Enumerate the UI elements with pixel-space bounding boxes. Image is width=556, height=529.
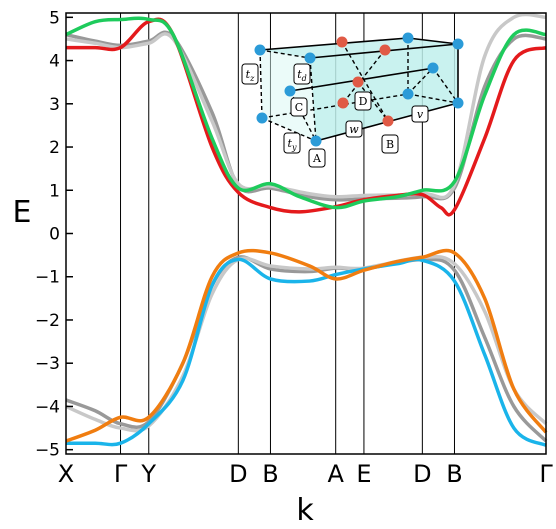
- lattice-node-red: [379, 44, 391, 56]
- k-point-label: Y: [140, 460, 156, 488]
- band-line-3: [65, 16, 547, 210]
- band-line-6: [65, 257, 547, 447]
- lattice-node-blue: [256, 112, 268, 124]
- y-tick-label: 2: [49, 138, 60, 158]
- y-tick-label: −4: [35, 397, 60, 417]
- y-axis-ticks: 5 4 3 2 1 0 −1 −2 −3 −4 −5: [35, 8, 73, 461]
- k-point-label: Γ: [539, 460, 553, 488]
- y-tick-label: 0: [49, 225, 60, 245]
- inset-label-w: w: [349, 123, 359, 136]
- x-axis-title: k: [296, 493, 314, 528]
- y-tick-label: 5: [49, 8, 60, 28]
- inset-label-c: C: [295, 101, 303, 114]
- k-point-label: D: [413, 460, 431, 488]
- inset-label-tz: tz: [246, 68, 255, 83]
- lattice-node-blue: [452, 38, 464, 50]
- band-line-2: [66, 17, 547, 217]
- inset-label-boxes: tz td C D ty w v B A: [241, 63, 429, 168]
- inset-label-a: A: [312, 152, 322, 165]
- inset-label-b: B: [386, 138, 394, 151]
- lattice-node-red: [382, 115, 394, 127]
- y-tick-label: −5: [35, 441, 60, 461]
- inset-label-td: td: [297, 68, 307, 83]
- y-tick-label: 1: [49, 181, 60, 201]
- y-tick-label: 3: [49, 95, 60, 115]
- band-series-layer: [65, 12, 548, 447]
- y-tick-label: −2: [35, 311, 60, 331]
- k-point-label: D: [229, 460, 247, 488]
- k-point-label: A: [327, 460, 344, 488]
- inset-box-side-face: [310, 44, 458, 141]
- band-line-7: [65, 248, 548, 443]
- lattice-node-red: [352, 76, 364, 88]
- inset-label-d: D: [359, 95, 368, 108]
- lattice-node-blue: [304, 52, 316, 64]
- lattice-node-red: [336, 36, 348, 48]
- k-point-label: B: [262, 460, 278, 488]
- y-tick-label: −3: [35, 354, 60, 374]
- band-line-5: [65, 254, 548, 433]
- k-point-label: X: [58, 460, 74, 488]
- k-point-label: B: [446, 460, 462, 488]
- inset-label-v: v: [417, 108, 424, 121]
- lattice-node-blue: [427, 62, 439, 74]
- inset-lattice-nodes: [254, 32, 464, 147]
- y-axis-title: E: [13, 195, 32, 230]
- inset-label-ty: ty: [288, 137, 297, 152]
- lattice-node-red: [337, 97, 349, 109]
- band-line-4: [65, 255, 548, 443]
- y-tick-label: −1: [35, 268, 60, 288]
- lattice-node-blue: [452, 97, 464, 109]
- lattice-node-blue: [254, 44, 266, 56]
- lattice-inset: tz td C D ty w v B A: [241, 32, 464, 168]
- y-tick-label: 4: [49, 52, 60, 72]
- lattice-node-blue: [402, 32, 414, 44]
- k-point-label: Γ: [114, 460, 128, 488]
- k-point-label: E: [356, 460, 371, 488]
- band-line-1: [65, 12, 547, 200]
- lattice-node-blue: [402, 88, 414, 100]
- lattice-node-blue: [310, 135, 322, 147]
- lattice-node-blue: [284, 85, 296, 97]
